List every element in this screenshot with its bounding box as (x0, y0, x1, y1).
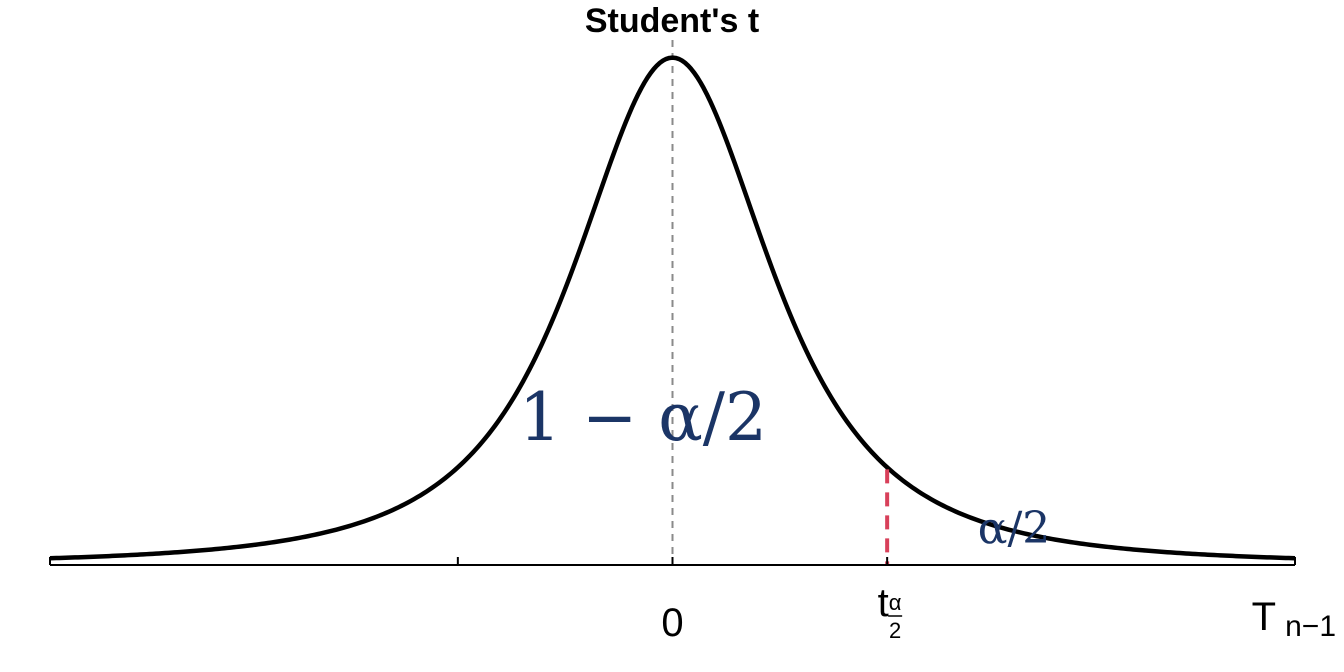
tick-label-critical-denominator: 2 (889, 618, 901, 643)
tick-label-critical-numerator: α (889, 590, 902, 615)
chart-title: Student's t (585, 2, 759, 40)
tick-label-zero: 0 (661, 601, 683, 645)
density-curve (49, 55, 1296, 561)
center-area-label: 1 − α/2 (519, 379, 767, 456)
axis-label: T n−1 (1252, 595, 1336, 643)
tail-area-label: α/2 (978, 503, 1051, 554)
tick-label-critical: t α 2 (878, 581, 903, 643)
axis-label-subscript: n−1 (1285, 610, 1336, 643)
tick-label-critical-t: t (878, 581, 889, 625)
axis-label-main: T (1252, 595, 1276, 639)
x-axis-ticks (49, 557, 1296, 565)
